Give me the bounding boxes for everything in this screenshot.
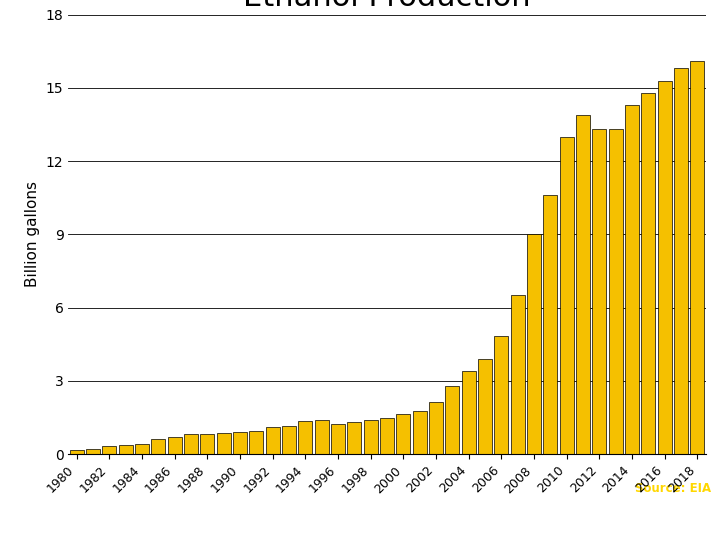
- Bar: [559, 137, 574, 454]
- Bar: [510, 295, 525, 454]
- Bar: [462, 371, 476, 454]
- Bar: [70, 450, 84, 454]
- Text: IOWA STATE UNIVERSITY: IOWA STATE UNIVERSITY: [9, 484, 275, 502]
- Bar: [429, 402, 443, 454]
- Text: Source: EIA: Source: EIA: [635, 482, 711, 495]
- Bar: [200, 434, 215, 454]
- Bar: [102, 446, 116, 454]
- Bar: [658, 80, 672, 454]
- Bar: [331, 424, 345, 454]
- Bar: [625, 105, 639, 454]
- Bar: [690, 61, 704, 454]
- Bar: [478, 359, 492, 454]
- Bar: [380, 418, 394, 454]
- Bar: [609, 130, 623, 454]
- Bar: [347, 422, 361, 454]
- Bar: [397, 414, 410, 454]
- Text: Ag Decision Maker: Ag Decision Maker: [538, 509, 711, 526]
- Bar: [168, 437, 181, 454]
- Bar: [674, 69, 688, 454]
- Title: Ethanol Production: Ethanol Production: [243, 0, 531, 12]
- Bar: [135, 444, 149, 454]
- Bar: [576, 114, 590, 454]
- Bar: [217, 433, 230, 454]
- Bar: [86, 449, 100, 454]
- Bar: [527, 234, 541, 454]
- Bar: [544, 195, 557, 454]
- Bar: [119, 445, 132, 454]
- Bar: [495, 335, 508, 454]
- Bar: [315, 420, 328, 454]
- Bar: [642, 93, 655, 454]
- Bar: [184, 434, 198, 454]
- Y-axis label: Billion gallons: Billion gallons: [25, 181, 40, 287]
- Bar: [282, 426, 296, 454]
- Bar: [413, 411, 427, 454]
- Bar: [298, 421, 312, 454]
- Text: Extension and Outreach/Department of Economics: Extension and Outreach/Department of Eco…: [9, 514, 292, 523]
- Bar: [151, 440, 165, 454]
- Bar: [446, 386, 459, 454]
- Bar: [593, 130, 606, 454]
- Bar: [233, 432, 247, 454]
- Bar: [249, 431, 264, 454]
- Bar: [364, 420, 377, 454]
- Bar: [266, 427, 279, 454]
